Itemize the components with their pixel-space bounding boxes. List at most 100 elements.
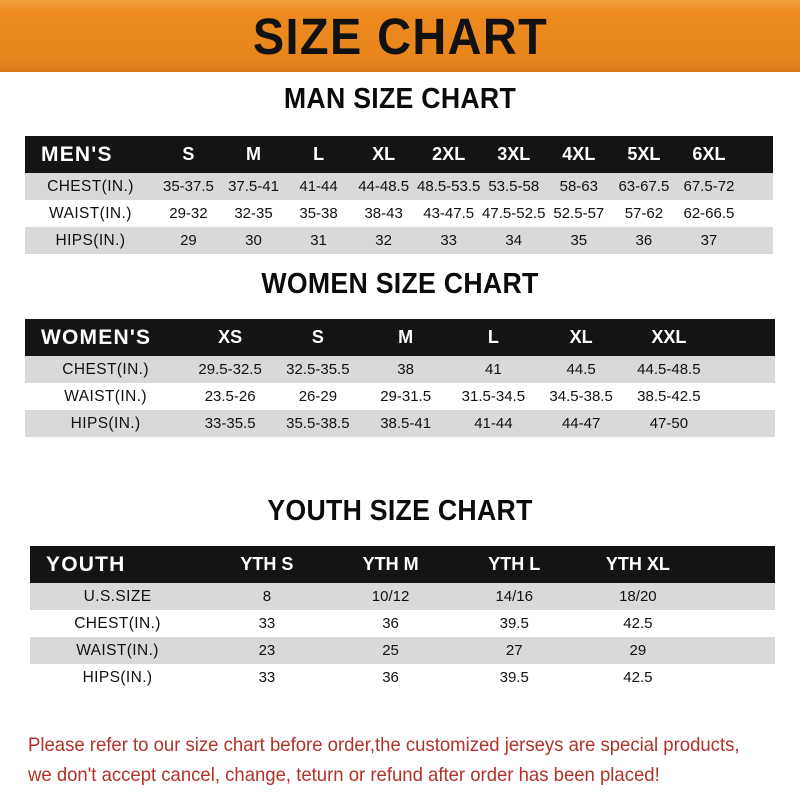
men-measure-cell: 58-63: [546, 173, 612, 200]
men-row-label-header: MEN'S: [25, 136, 156, 173]
men-table-header-row: MEN'S S M L XL 2XL 3XL 4XL 5XL 6XL: [25, 136, 773, 173]
men-size-table: MEN'S S M L XL 2XL 3XL 4XL 5XL 6XL CHEST(IN.) 35-37…: [25, 136, 773, 254]
youth-size-header-yth-l: YTH L: [452, 546, 577, 583]
youth-size-header-yth-xl: YTH XL: [576, 546, 700, 583]
women-measure-label: CHEST(IN.): [25, 356, 187, 383]
women-row-spacer: [712, 356, 775, 383]
youth-measure-label: WAIST(IN.): [30, 637, 206, 664]
men-size-header-5xl: 5XL: [611, 136, 677, 173]
men-measure-cell: 29: [155, 227, 221, 254]
men-measure-cell: 35-38: [286, 200, 352, 227]
women-size-header-l: L: [449, 319, 538, 356]
youth-measure-cell: 42.5: [576, 664, 700, 691]
women-size-header-xs: XS: [186, 319, 274, 356]
men-measure-cell: 35-37.5: [155, 173, 221, 200]
men-measure-label: WAIST(IN.): [25, 200, 156, 227]
women-measure-cell: 35.5-38.5: [274, 410, 362, 437]
youth-table-row: U.S.SIZE 8 10/12 14/16 18/20: [30, 583, 775, 610]
men-measure-cell: 41-44: [286, 173, 352, 200]
youth-row-spacer: [699, 610, 775, 637]
disclaimer-line-2: we don't accept cancel, change, teturn o…: [28, 764, 660, 786]
youth-section-title: YOUTH SIZE CHART: [267, 495, 533, 527]
women-measure-cell: 23.5-26: [186, 383, 274, 410]
youth-row-spacer: [699, 664, 775, 691]
men-size-header-6xl: 6XL: [676, 136, 742, 173]
women-measure-cell: 29-31.5: [361, 383, 450, 410]
men-measure-cell: 30: [220, 227, 287, 254]
youth-table-row: WAIST(IN.) 23 25 27 29: [30, 637, 775, 664]
women-size-header-s: S: [274, 319, 362, 356]
women-measure-cell: 34.5-38.5: [537, 383, 625, 410]
women-measure-cell: 44.5-48.5: [625, 356, 713, 383]
women-measure-cell: 41-44: [449, 410, 538, 437]
men-table-row: HIPS(IN.) 29 30 31 32 33 34 35 36 37: [25, 227, 773, 254]
youth-measure-cell: 23: [205, 637, 329, 664]
youth-measure-label: HIPS(IN.): [30, 664, 206, 691]
women-size-header-xl: XL: [537, 319, 625, 356]
youth-measure-cell: 42.5: [576, 610, 700, 637]
women-size-header-m: M: [361, 319, 450, 356]
men-measure-cell: 35: [546, 227, 612, 254]
youth-measure-cell: 33: [205, 664, 329, 691]
men-size-header-4xl: 4XL: [546, 136, 612, 173]
men-table-row: CHEST(IN.) 35-37.5 37.5-41 41-44 44-48.5 48.5…: [25, 173, 773, 200]
men-measure-cell: 29-32: [155, 200, 221, 227]
men-measure-label: HIPS(IN.): [25, 227, 156, 254]
youth-measure-cell: 33: [205, 610, 329, 637]
youth-row-label-header: YOUTH: [30, 546, 206, 583]
youth-size-header-yth-s: YTH S: [205, 546, 329, 583]
disclaimer-line-1: Please refer to our size chart before or…: [28, 734, 740, 756]
women-measure-cell: 44-47: [537, 410, 625, 437]
men-measure-cell: 36: [611, 227, 677, 254]
women-table-row: CHEST(IN.) 29.5-32.5 32.5-35.5 38 41 44.5 44.5…: [25, 356, 775, 383]
youth-measure-cell: 14/16: [452, 583, 577, 610]
men-measure-cell: 37: [676, 227, 742, 254]
youth-size-header-yth-m: YTH M: [328, 546, 453, 583]
men-measure-cell: 57-62: [611, 200, 677, 227]
women-section-title: WOMEN SIZE CHART: [261, 268, 539, 300]
youth-measure-cell: 29: [576, 637, 700, 664]
men-measure-cell: 52.5-57: [546, 200, 612, 227]
youth-measure-cell: 18/20: [576, 583, 700, 610]
men-size-header-3xl: 3XL: [481, 136, 547, 173]
men-size-header-s: S: [155, 136, 221, 173]
men-measure-cell: 33: [416, 227, 482, 254]
youth-header-spacer: [699, 546, 775, 583]
men-measure-cell: 53.5-58: [481, 173, 547, 200]
men-measure-cell: 48.5-53.5: [416, 173, 482, 200]
men-header-spacer: [741, 136, 773, 173]
women-measure-cell: 32.5-35.5: [274, 356, 362, 383]
women-measure-cell: 26-29: [274, 383, 362, 410]
women-measure-cell: 41: [449, 356, 538, 383]
men-row-spacer: [741, 173, 773, 200]
women-measure-label: HIPS(IN.): [25, 410, 187, 437]
women-table-header-row: WOMEN'S XS S M L XL XXL: [25, 319, 775, 356]
women-measure-cell: 38: [361, 356, 450, 383]
youth-table-row: HIPS(IN.) 33 36 39.5 42.5: [30, 664, 775, 691]
youth-size-table: YOUTH YTH S YTH M YTH L YTH XL U.S.SIZE 8 10/12…: [30, 546, 775, 691]
women-measure-cell: 38.5-41: [361, 410, 450, 437]
youth-measure-label: CHEST(IN.): [30, 610, 206, 637]
men-measure-cell: 43-47.5: [416, 200, 482, 227]
men-size-header-xl: XL: [351, 136, 417, 173]
youth-row-spacer: [699, 583, 775, 610]
women-measure-cell: 29.5-32.5: [186, 356, 274, 383]
men-size-header-2xl: 2XL: [416, 136, 482, 173]
men-measure-cell: 34: [481, 227, 547, 254]
women-measure-cell: 31.5-34.5: [449, 383, 538, 410]
men-measure-cell: 67.5-72: [676, 173, 742, 200]
youth-measure-cell: 10/12: [328, 583, 453, 610]
youth-measure-cell: 8: [205, 583, 329, 610]
youth-measure-cell: 36: [328, 610, 453, 637]
women-measure-cell: 44.5: [537, 356, 625, 383]
men-measure-cell: 63-67.5: [611, 173, 677, 200]
youth-measure-cell: 39.5: [452, 664, 577, 691]
men-measure-cell: 62-66.5: [676, 200, 742, 227]
women-row-label-header: WOMEN'S: [25, 319, 187, 356]
women-measure-label: WAIST(IN.): [25, 383, 187, 410]
women-row-spacer: [712, 410, 775, 437]
youth-measure-cell: 27: [452, 637, 577, 664]
men-measure-cell: 37.5-41: [220, 173, 287, 200]
men-measure-cell: 38-43: [351, 200, 417, 227]
youth-measure-cell: 36: [328, 664, 453, 691]
